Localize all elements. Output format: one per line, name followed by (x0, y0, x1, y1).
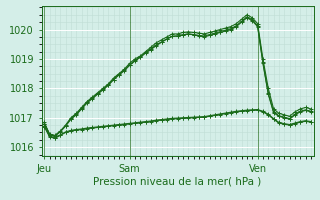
X-axis label: Pression niveau de la mer( hPa ): Pression niveau de la mer( hPa ) (93, 176, 262, 186)
